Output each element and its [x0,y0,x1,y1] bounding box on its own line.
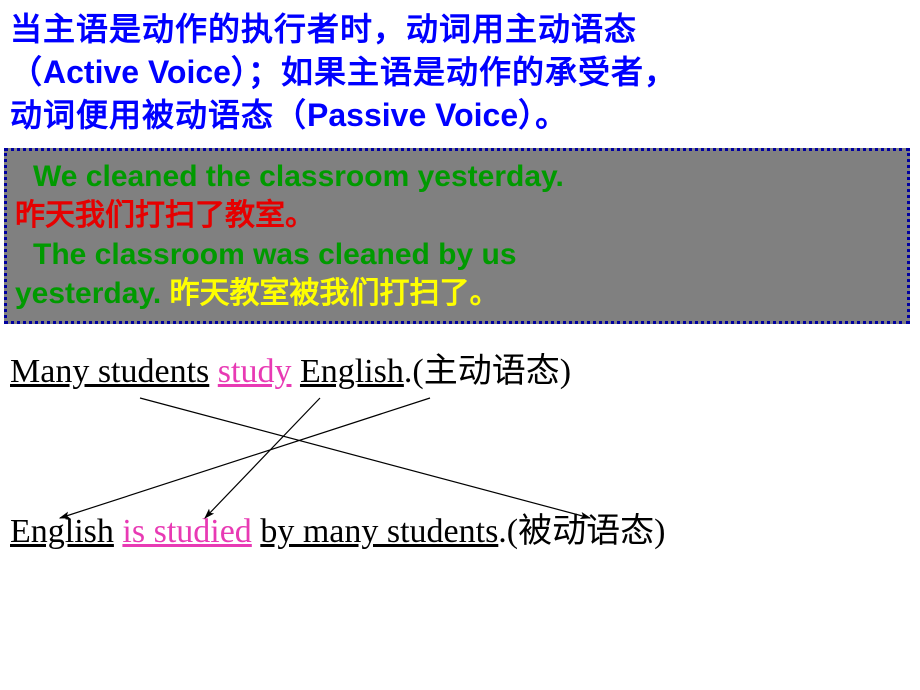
passive-sentence: English is studied by many students.(被动语… [10,512,910,553]
header-line-3: 动词便用被动语态（Passive Voice）。 [10,94,910,137]
header-cn-2b: ）；如果主语是动作的承受者， [231,54,677,90]
passive-verb: is studied [122,513,251,550]
header-line-2: （Active Voice）；如果主语是动作的承受者， [10,51,910,94]
passive-agent: by many students [260,513,498,550]
header-en-passive: Passive Voice [307,97,518,133]
header-cn-3b: ）。 [518,97,568,133]
passive-subject: English [10,513,114,550]
header-explanation: 当主语是动作的执行者时，动词用主动语态 （Active Voice）；如果主语是… [0,0,920,144]
arrow-gap [10,392,910,512]
example-cn-2: 昨天教室被我们打扫了。 [170,277,500,310]
header-line-1: 当主语是动作的执行者时，动词用主动语态 [10,8,910,51]
active-object: English [300,353,404,390]
example-en-1: We cleaned the classroom yesterday. [15,157,899,196]
example-en-2b: yesterday. [15,277,170,310]
example-cn-1: 昨天我们打扫了教室。 [15,196,899,235]
example-box: We cleaned the classroom yesterday. 昨天我们… [4,148,910,324]
example-en-2a: The classroom was cleaned by us [15,235,899,274]
example-line-4: yesterday. 昨天教室被我们打扫了。 [15,274,899,313]
header-cn-1: 当主语是动作的执行者时，动词用主动语态 [10,11,637,47]
active-verb: study [218,353,292,390]
active-sentence: Many students study English.(主动语态) [10,352,910,393]
header-cn-3a: 动词便用被动语态（ [10,97,307,133]
header-en-active: Active Voice [43,54,231,90]
header-cn-2a: （ [10,54,43,90]
passive-label: .(被动语态) [498,513,665,550]
active-subject: Many students [10,353,209,390]
transformation-diagram: Many students study English.(主动语态) Engli… [0,324,920,554]
active-label: .(主动语态) [404,353,571,390]
